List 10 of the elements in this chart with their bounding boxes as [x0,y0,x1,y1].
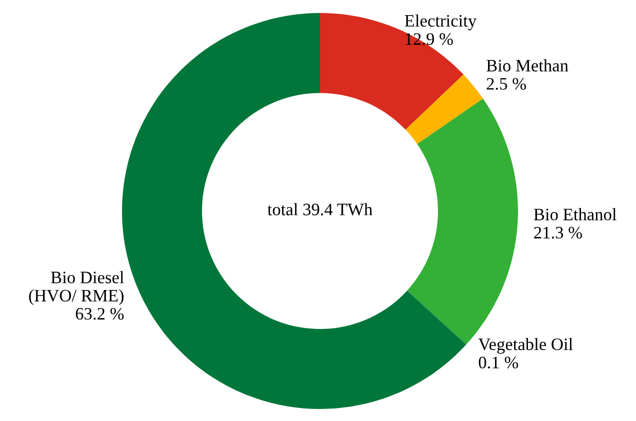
data-label: 0.1 % [478,356,518,368]
slice-label: Electricity [404,14,477,30]
slice-label: Vegetable Oil [478,338,573,354]
text: total 39.4 TWh [268,203,372,216]
data-label: 63.2 % [76,308,124,320]
slice-label: Bio Diesel (HVO/ RME) [29,271,124,306]
slice-label: Bio Ethanol [534,208,616,220]
data-label: 2.5 % [486,78,526,90]
slice-label: Bio Methan [486,59,568,72]
data-label: 21.3 % [534,226,582,239]
